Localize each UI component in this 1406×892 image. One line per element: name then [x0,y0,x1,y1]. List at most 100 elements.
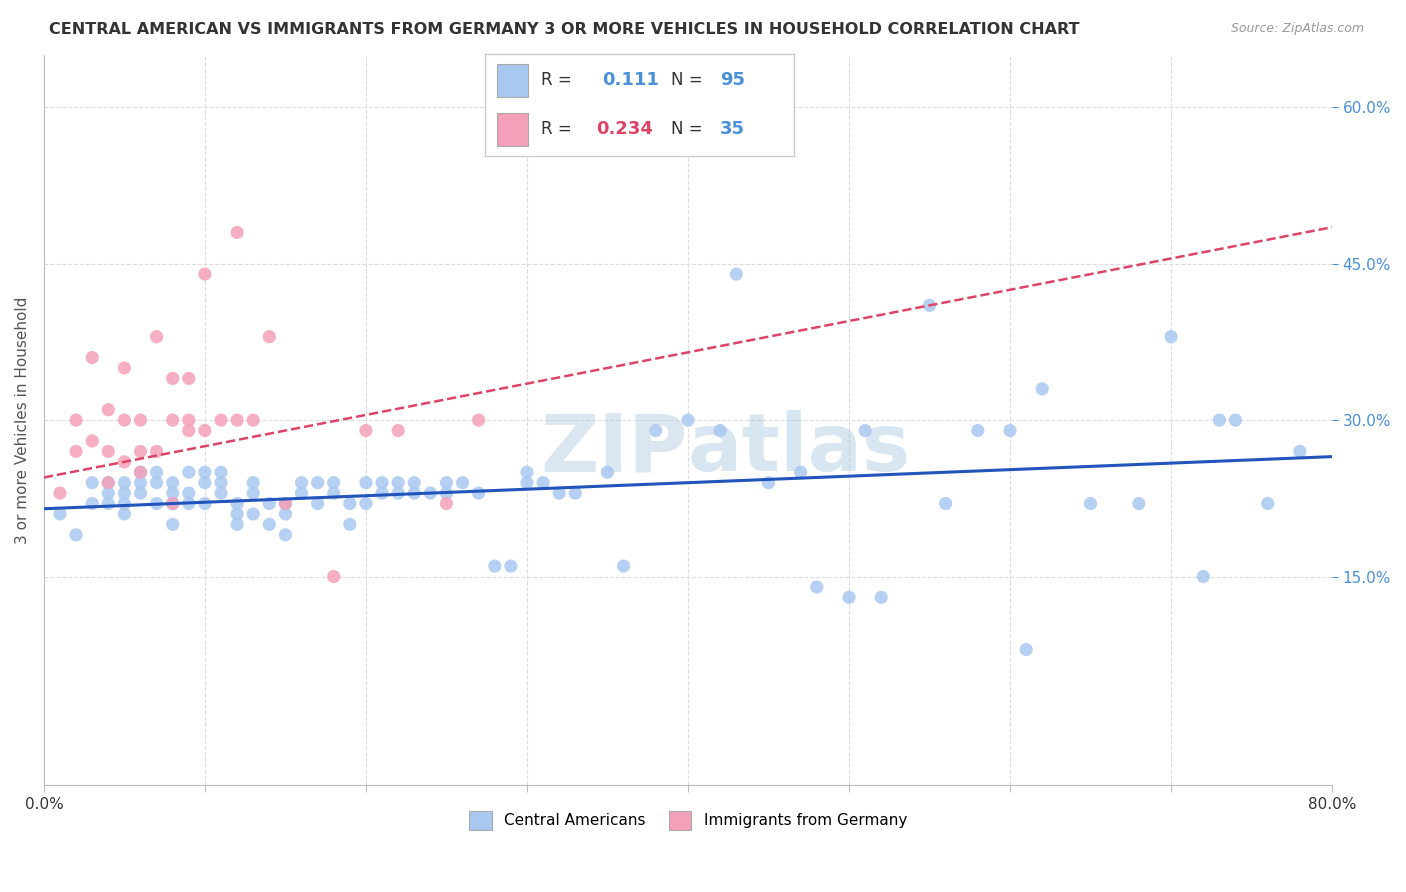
Point [162,517,184,532]
Text: N =: N = [671,71,702,89]
Point [49,486,72,500]
Point [322,486,344,500]
Y-axis label: 3 or more Vehicles in Household: 3 or more Vehicles in Household [15,296,30,544]
Point [97,475,120,490]
Point [1015,642,1038,657]
Point [499,559,522,574]
Text: 35: 35 [720,120,745,138]
Point [177,497,200,511]
Text: R =: R = [541,71,576,89]
Point [531,475,554,490]
Text: ZIP: ZIP [541,410,688,488]
Point [548,486,571,500]
Point [339,497,361,511]
Point [354,475,377,490]
Point [65,413,87,427]
Point [789,465,811,479]
Point [1080,497,1102,511]
Point [290,486,312,500]
Point [194,424,217,438]
Point [436,475,458,490]
Point [725,267,748,281]
Point [129,475,152,490]
Point [1192,569,1215,583]
Text: R =: R = [541,120,576,138]
Point [209,465,232,479]
Point [1225,413,1247,427]
Point [177,413,200,427]
Point [145,329,167,343]
Point [1160,329,1182,343]
Point [145,444,167,458]
Point [918,298,941,312]
Point [613,559,636,574]
Point [709,424,731,438]
Point [209,486,232,500]
Point [82,351,104,365]
Point [194,475,217,490]
Point [112,497,135,511]
Point [387,486,409,500]
Point [129,444,152,458]
Point [758,475,780,490]
Point [162,371,184,385]
Point [226,413,249,427]
Point [177,424,200,438]
Point [290,475,312,490]
Text: 0.111: 0.111 [603,71,659,89]
Point [242,413,264,427]
Point [354,424,377,438]
Bar [498,113,529,145]
Point [177,465,200,479]
Point [1257,497,1279,511]
Point [274,497,297,511]
Point [112,413,135,427]
Point [97,486,120,500]
Point [242,475,264,490]
Point [419,486,441,500]
Bar [498,64,529,96]
Point [97,402,120,417]
Point [97,497,120,511]
Point [966,424,988,438]
Point [82,497,104,511]
Text: N =: N = [671,120,702,138]
Point [209,475,232,490]
Point [259,497,281,511]
Point [129,465,152,479]
Point [194,267,217,281]
Point [274,507,297,521]
Point [838,591,860,605]
Point [806,580,828,594]
Point [129,465,152,479]
Point [162,497,184,511]
Point [112,455,135,469]
Point [162,497,184,511]
Point [49,507,72,521]
Point [209,413,232,427]
Point [194,465,217,479]
Point [226,507,249,521]
Point [274,528,297,542]
Point [82,434,104,448]
Point [242,486,264,500]
Point [259,329,281,343]
Point [177,371,200,385]
Point [467,486,489,500]
Point [404,475,426,490]
Point [436,497,458,511]
Point [1031,382,1053,396]
Point [162,413,184,427]
Point [307,497,329,511]
Point [97,444,120,458]
Text: 0.234: 0.234 [596,120,654,138]
Point [1289,444,1312,458]
Point [404,486,426,500]
Point [484,559,506,574]
Point [935,497,957,511]
Point [516,475,538,490]
Text: Source: ZipAtlas.com: Source: ZipAtlas.com [1230,22,1364,36]
Point [339,517,361,532]
Point [162,475,184,490]
Text: CENTRAL AMERICAN VS IMMIGRANTS FROM GERMANY 3 OR MORE VEHICLES IN HOUSEHOLD CORR: CENTRAL AMERICAN VS IMMIGRANTS FROM GERM… [49,22,1080,37]
